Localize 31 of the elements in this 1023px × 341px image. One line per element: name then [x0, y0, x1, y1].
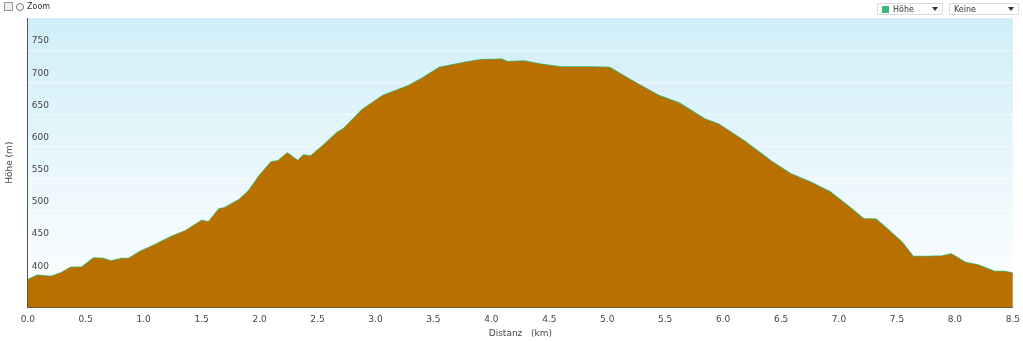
text: Zoom — [27, 2, 51, 11]
x-tick-label: 3.0 — [368, 314, 383, 325]
x-tick-label: 1.5 — [194, 314, 209, 325]
y-tick-label: 550 — [31, 164, 50, 175]
x-tick-label: 5.5 — [658, 314, 673, 325]
y-tick-label: 500 — [31, 196, 50, 207]
x-tick-label: 7.5 — [889, 314, 905, 325]
x-tick-label: 2.0 — [252, 314, 267, 325]
x-tick-label: 0.5 — [78, 314, 93, 325]
x-tick-label: 1.0 — [136, 314, 152, 325]
y-axis-title: Höhe (m) — [3, 141, 14, 184]
legend-label: Höhe — [893, 4, 914, 14]
x-tick-label: 4.0 — [484, 314, 499, 325]
y-tick-label: 750 — [31, 35, 50, 46]
x-tick-label: 5.0 — [600, 314, 615, 325]
y-tick-label: 400 — [31, 260, 50, 271]
text: Keine — [954, 4, 976, 14]
x-tick-label: 7.0 — [831, 314, 847, 325]
x-tick-label: 3.5 — [426, 314, 441, 325]
x-tick-label: 0.0 — [20, 314, 36, 325]
x-tick-label: 6.5 — [773, 314, 789, 325]
y-tick-label: 700 — [31, 67, 50, 78]
x-tick-label: 2.5 — [310, 314, 325, 325]
y-tick-label: 600 — [31, 131, 50, 142]
x-tick-label: 8.0 — [947, 314, 963, 325]
x-tick-label: 6.0 — [715, 314, 731, 325]
y-tick-label: 650 — [31, 99, 50, 110]
y-tick-label: 450 — [31, 228, 50, 239]
x-tick-label: 8.5 — [1005, 314, 1021, 325]
x-axis-title: Distanz (km) — [488, 327, 552, 338]
x-tick-label: 4.5 — [542, 314, 557, 325]
